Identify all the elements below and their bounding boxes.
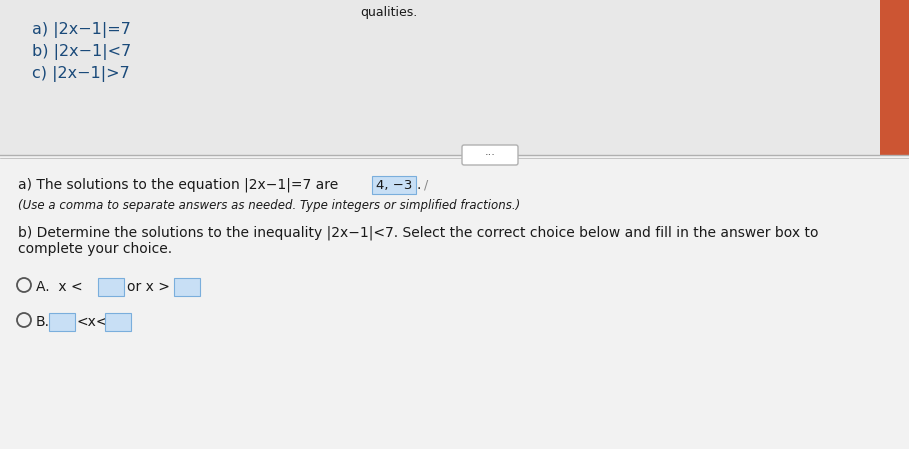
- FancyBboxPatch shape: [462, 145, 518, 165]
- FancyBboxPatch shape: [105, 313, 131, 331]
- Text: <x<: <x<: [77, 315, 108, 329]
- Text: .: .: [416, 178, 420, 192]
- FancyBboxPatch shape: [372, 176, 416, 194]
- Text: c) |2x−1|>7: c) |2x−1|>7: [32, 66, 130, 82]
- Text: /: /: [424, 179, 428, 192]
- Text: a) The solutions to the equation |2x−1|=7 are: a) The solutions to the equation |2x−1|=…: [18, 178, 343, 193]
- FancyBboxPatch shape: [98, 278, 124, 296]
- Text: 4, −3: 4, −3: [375, 179, 412, 192]
- Text: qualities.: qualities.: [360, 6, 417, 19]
- Text: a) |2x−1|=7: a) |2x−1|=7: [32, 22, 131, 38]
- Text: (Use a comma to separate answers as needed. Type integers or simplified fraction: (Use a comma to separate answers as need…: [18, 199, 520, 212]
- Text: or x >: or x >: [127, 280, 170, 294]
- Text: complete your choice.: complete your choice.: [18, 242, 172, 256]
- Text: b) Determine the solutions to the inequality |2x−1|<7. Select the correct choice: b) Determine the solutions to the inequa…: [18, 226, 818, 241]
- Text: b) |2x−1|<7: b) |2x−1|<7: [32, 44, 131, 60]
- FancyBboxPatch shape: [880, 0, 909, 155]
- FancyBboxPatch shape: [49, 313, 75, 331]
- Text: ···: ···: [484, 150, 495, 160]
- FancyBboxPatch shape: [0, 0, 909, 155]
- FancyBboxPatch shape: [0, 155, 909, 449]
- Text: B.: B.: [36, 315, 50, 329]
- Text: A.  x <: A. x <: [36, 280, 83, 294]
- FancyBboxPatch shape: [174, 278, 200, 296]
